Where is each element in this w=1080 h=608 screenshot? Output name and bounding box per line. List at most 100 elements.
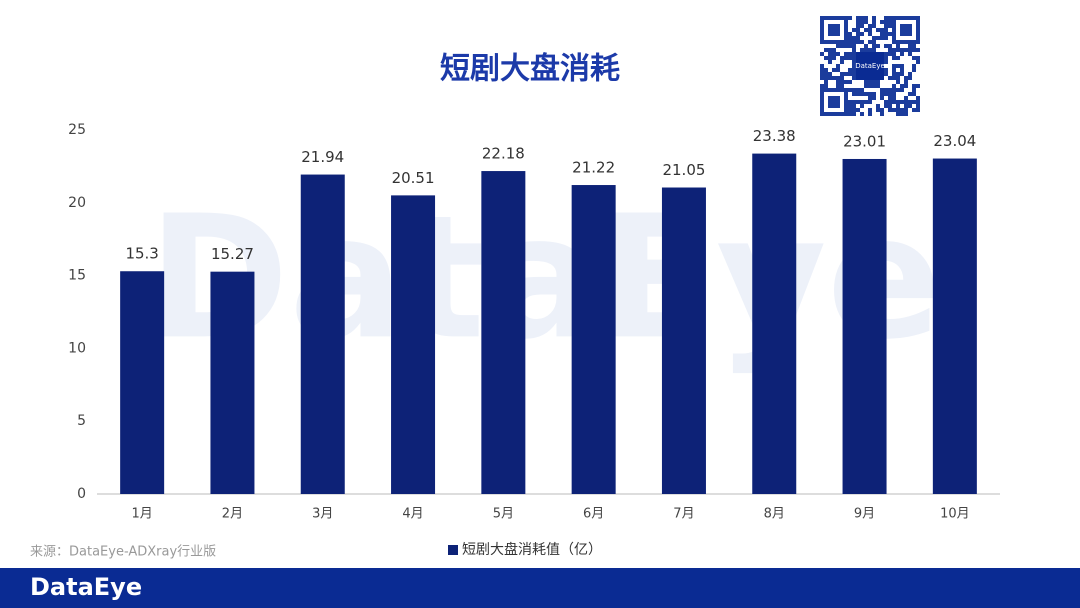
qr-module — [864, 28, 868, 32]
qr-module — [896, 104, 900, 108]
bar — [571, 185, 616, 494]
qr-module — [836, 76, 840, 80]
qr-module — [852, 88, 856, 92]
qr-module — [824, 72, 828, 76]
qr-module — [848, 68, 852, 72]
qr-code: DataEye — [820, 16, 920, 116]
qr-module — [912, 44, 916, 48]
x-tick-label: 8月 — [764, 507, 785, 522]
qr-module — [900, 112, 904, 116]
qr-module — [896, 108, 900, 112]
qr-module — [880, 20, 884, 24]
qr-module — [876, 108, 880, 112]
qr-finder — [900, 24, 912, 36]
qr-finder — [828, 96, 840, 108]
qr-module — [908, 52, 912, 56]
bar — [391, 195, 436, 495]
qr-module — [840, 44, 844, 48]
qr-module — [908, 104, 912, 108]
qr-module — [908, 76, 912, 80]
qr-module — [852, 64, 856, 68]
qr-module — [860, 24, 864, 28]
qr-module — [896, 56, 900, 60]
qr-module — [888, 92, 892, 96]
qr-module — [840, 72, 844, 76]
qr-module — [892, 76, 896, 80]
qr-module — [828, 72, 832, 76]
qr-module — [876, 44, 880, 48]
qr-module — [900, 48, 904, 52]
qr-module — [828, 56, 832, 60]
bar — [932, 158, 977, 494]
qr-module — [824, 68, 828, 72]
qr-module — [868, 96, 872, 100]
qr-module — [868, 28, 872, 32]
qr-module — [852, 28, 856, 32]
footer-band — [0, 568, 1080, 608]
qr-module — [824, 84, 828, 88]
qr-module — [884, 44, 888, 48]
qr-module — [864, 80, 868, 84]
qr-module — [912, 108, 916, 112]
qr-module — [884, 100, 888, 104]
x-tick-label: 2月 — [222, 507, 243, 522]
qr-module — [900, 52, 904, 56]
qr-module — [864, 16, 868, 20]
qr-finder — [820, 16, 848, 44]
qr-module — [896, 44, 900, 48]
qr-finder — [892, 16, 920, 44]
bar — [210, 271, 255, 494]
qr-module — [872, 48, 876, 52]
qr-module — [896, 76, 900, 80]
qr-module — [860, 92, 864, 96]
qr-module — [844, 56, 848, 60]
qr-module — [848, 80, 852, 84]
qr-module — [828, 52, 832, 56]
qr-module — [904, 96, 908, 100]
qr-module — [896, 72, 900, 76]
qr-module — [832, 48, 836, 52]
y-tick-label: 5 — [77, 413, 86, 429]
qr-module — [912, 100, 916, 104]
qr-module — [868, 48, 872, 52]
qr-finder — [820, 88, 848, 116]
qr-module — [884, 20, 888, 24]
qr-module — [908, 100, 912, 104]
qr-module — [856, 108, 860, 112]
qr-module — [860, 16, 864, 20]
qr-module — [880, 32, 884, 36]
qr-module — [880, 112, 884, 116]
qr-module — [832, 76, 836, 80]
qr-module — [912, 56, 916, 60]
qr-module — [852, 52, 856, 56]
qr-module — [872, 80, 876, 84]
value-label: 23.38 — [753, 127, 796, 145]
qr-module — [860, 88, 864, 92]
qr-module — [908, 44, 912, 48]
qr-module — [916, 48, 920, 52]
qr-module — [888, 104, 892, 108]
qr-module — [824, 56, 828, 60]
qr-module — [888, 20, 892, 24]
qr-module — [852, 92, 856, 96]
qr-module — [888, 108, 892, 112]
x-tick-label: 7月 — [673, 507, 694, 522]
qr-module — [904, 80, 908, 84]
qr-module — [864, 44, 868, 48]
x-tick-label: 10月 — [940, 507, 970, 522]
qr-module — [916, 104, 920, 108]
qr-module — [896, 88, 900, 92]
qr-module — [848, 108, 852, 112]
qr-module — [820, 72, 824, 76]
qr-module — [836, 68, 840, 72]
qr-logo — [856, 52, 884, 80]
qr-module — [852, 68, 856, 72]
x-tick-label: 5月 — [493, 507, 514, 522]
qr-module — [860, 100, 864, 104]
qr-module — [876, 104, 880, 108]
qr-module — [892, 88, 896, 92]
x-tick-label: 9月 — [854, 507, 875, 522]
qr-module — [852, 36, 856, 40]
qr-module — [912, 92, 916, 96]
